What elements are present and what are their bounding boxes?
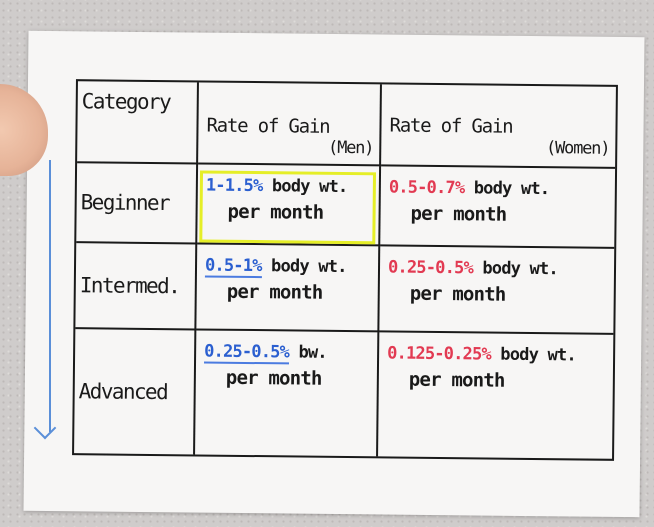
header-women: Rate of Gain (Women) xyxy=(381,84,616,169)
row-beginner-category: Beginner xyxy=(76,163,199,245)
header-category: Category xyxy=(77,81,199,165)
women-per-month: per month xyxy=(410,202,507,226)
highlight-box xyxy=(199,170,377,245)
header-men-title: Rate of Gain xyxy=(206,114,330,138)
women-rate: 0.25-0.5% xyxy=(387,257,474,279)
women-rate: 0.125-0.25% xyxy=(387,343,492,365)
men-unit: body wt. xyxy=(270,256,347,278)
header-men: Rate of Gain (Men) xyxy=(198,82,382,167)
row-beginner-women: 0.5-0.7% body wt. per month xyxy=(380,166,616,249)
header-men-sub: (Men) xyxy=(327,137,374,159)
women-rate: 0.5-0.7% xyxy=(388,177,465,199)
row-advanced-category: Advanced xyxy=(74,329,197,455)
women-per-month: per month xyxy=(409,282,506,306)
row-intermediate-category: Intermed. xyxy=(75,243,198,331)
men-unit: bw. xyxy=(298,342,327,363)
men-per-month: per month xyxy=(225,366,322,390)
women-unit: body wt. xyxy=(500,344,576,366)
header-women-title: Rate of Gain xyxy=(389,114,513,138)
rate-of-gain-table: Category Rate of Gain (Men) Rate of Gain… xyxy=(72,79,618,461)
men-rate: 0.25-0.5% xyxy=(204,341,290,365)
row-intermediate-women: 0.25-0.5% body wt. per month xyxy=(379,246,615,335)
down-arrow-line xyxy=(49,160,51,432)
row-advanced-women: 0.125-0.25% body wt. per month xyxy=(378,332,613,458)
women-unit: body wt. xyxy=(482,258,558,280)
women-unit: body wt. xyxy=(473,178,550,200)
row-advanced-men: 0.25-0.5% bw. per month xyxy=(195,330,380,457)
men-per-month: per month xyxy=(226,280,323,304)
header-women-sub: (Women) xyxy=(545,138,610,159)
women-per-month: per month xyxy=(408,368,505,392)
row-intermediate-men: 0.5-1% body wt. per month xyxy=(196,244,381,333)
row-beginner-men: 1-1.5% body wt. per month xyxy=(197,164,382,247)
men-rate: 0.5-1% xyxy=(204,255,262,279)
